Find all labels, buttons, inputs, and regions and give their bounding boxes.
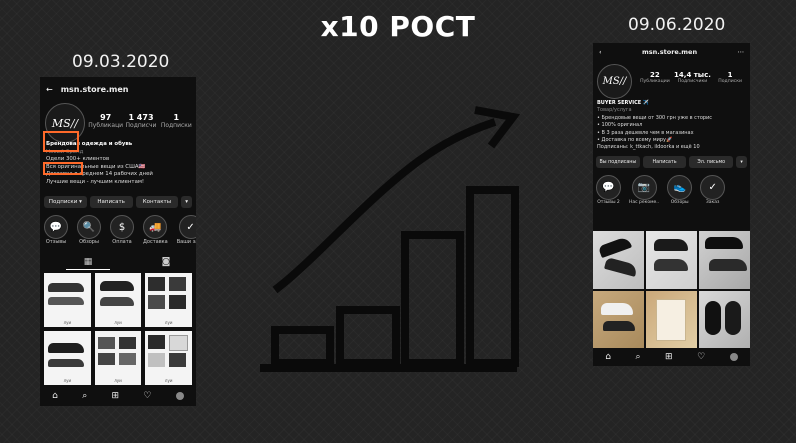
- add-post-icon[interactable]: ⊞: [111, 391, 120, 401]
- post-tile[interactable]: [646, 290, 697, 348]
- logo-text: MS//: [602, 76, 627, 87]
- back-arrow-icon[interactable]: ←: [46, 84, 53, 94]
- highlight-reviews[interactable]: 💬 Отзывы 2: [596, 175, 621, 205]
- heart-icon[interactable]: ♡: [143, 391, 152, 401]
- profile-avatar: MS//: [597, 64, 632, 99]
- message-button[interactable]: Написать: [642, 156, 687, 168]
- email-button[interactable]: Эл. письмо: [689, 156, 734, 168]
- search-icon[interactable]: ⌕: [82, 391, 88, 401]
- post-tile[interactable]: [593, 231, 644, 289]
- check-icon: ✓: [178, 215, 196, 239]
- more-dots-icon[interactable]: ⋯: [737, 48, 745, 56]
- bio-line-name: Брендовая одежда и обувь: [46, 141, 133, 147]
- profile-stats: 22 Публикации 14,4 тыс. Подписчики 1 Подпис…: [637, 71, 748, 84]
- post-tile[interactable]: [699, 290, 750, 348]
- bio-line-original: • 100% оригинал: [597, 122, 643, 129]
- bio-line-cheaper: • В 3 раза дешевле чем в магазинах: [597, 129, 694, 136]
- stat-posts[interactable]: 97 Публикаци: [88, 113, 124, 129]
- stat-followers[interactable]: 1 473 Подписчи: [125, 113, 157, 129]
- dollar-icon: $: [110, 215, 134, 239]
- bio-line-price: • Брендовые вещи от 300 грн уже в сторис: [597, 114, 713, 121]
- highlight-payment[interactable]: $ Оплата: [110, 215, 134, 245]
- more-button[interactable]: ▾: [736, 156, 747, 168]
- bottom-nav: ⌂ ⌕ ⊞ ♡: [40, 387, 196, 405]
- chat-icon: 💬: [44, 215, 68, 239]
- search-icon[interactable]: ⌕: [635, 352, 641, 362]
- shoe-icon: 👟: [667, 175, 693, 200]
- heart-icon[interactable]: ♡: [697, 352, 706, 362]
- highlight-reviews[interactable]: 💬 Отзывы: [44, 215, 68, 245]
- profile-before-screen: ← msn.store.men MS// 97 Публикаци 1 473 По…: [40, 77, 196, 406]
- stat-following[interactable]: 1 Подписки: [718, 71, 742, 84]
- highlight-overviews[interactable]: 👟 Обзоры: [667, 175, 693, 205]
- bio-line-category: Товар/услуга: [597, 107, 632, 114]
- logo-text: MS//: [51, 116, 79, 130]
- profile-stats: 97 Публикаци 1 473 Подписчи 1 Подписки: [88, 113, 194, 129]
- highlight-box-name: [43, 131, 79, 152]
- following-button[interactable]: Вы подписаны: [596, 156, 640, 168]
- bio-line-original: Вся оригинальные вещи из США🇺🇸: [46, 163, 146, 170]
- camera-icon: 📷: [631, 175, 657, 200]
- bio-line-slogan: Лучшие вещи - лучшим клиентам!: [46, 178, 145, 185]
- highlight-overviews[interactable]: 🔍 Обзоры: [77, 215, 101, 245]
- bio-line-delivery: • Доставка по всему миру🚀: [597, 137, 673, 144]
- profile-after-screen: ‹ msn.store.men ⋯ MS// 22 Публикации 14,4…: [593, 43, 750, 366]
- posts-grid: [593, 231, 750, 348]
- chat-icon: 💬: [596, 175, 621, 200]
- date-after: 09.06.2020: [628, 15, 726, 35]
- post-tile[interactable]: луи: [44, 331, 91, 385]
- highlight-box-original: [43, 162, 83, 175]
- bio-line-clients: Одели 300+ клиентов: [46, 156, 110, 163]
- stat-followers[interactable]: 14,4 тыс. Подписчики: [674, 71, 711, 84]
- highlight-delivery[interactable]: 🚚 Доставка: [143, 215, 168, 245]
- post-tile[interactable]: [593, 290, 644, 348]
- growth-arrow-head: [474, 106, 520, 149]
- highlight-orders[interactable]: ✓ Ваши зака: [177, 215, 196, 245]
- add-post-icon[interactable]: ⊞: [665, 352, 673, 362]
- search-icon: 🔍: [77, 215, 101, 239]
- profile-handle: msn.store.men: [60, 84, 129, 94]
- post-tile[interactable]: луи: [94, 273, 142, 327]
- growth-bar-1: [271, 326, 334, 367]
- bio-line-name: BUYER SERVICE ✈️: [597, 100, 650, 106]
- posts-grid: луи луи луи луи луи: [44, 273, 192, 385]
- tagged-tab-icon[interactable]: ◙: [161, 257, 171, 267]
- growth-bar-4: [466, 186, 519, 367]
- stat-following[interactable]: 1 Подписки: [160, 113, 192, 129]
- home-icon[interactable]: ⌂: [52, 391, 58, 401]
- profile-avatar-icon[interactable]: [175, 392, 184, 400]
- message-button[interactable]: Написать: [89, 196, 133, 208]
- check-icon: ✓: [700, 175, 726, 200]
- stat-posts[interactable]: 22 Публикации: [640, 71, 670, 84]
- post-tile[interactable]: [699, 231, 750, 289]
- grid-tab-icon[interactable]: ▦: [65, 257, 111, 270]
- post-tile[interactable]: луи: [145, 273, 192, 327]
- post-tile[interactable]: луи: [145, 331, 192, 385]
- post-tile[interactable]: [646, 231, 697, 289]
- growth-bar-3: [401, 231, 464, 367]
- home-icon[interactable]: ⌂: [605, 352, 611, 362]
- profile-avatar-icon[interactable]: [729, 353, 738, 361]
- bottom-nav: ⌂ ⌕ ⊞ ♡: [593, 348, 750, 366]
- post-tile[interactable]: луи: [94, 331, 142, 385]
- highlight-recommend[interactable]: 📷 Нас рекоме..: [629, 175, 659, 205]
- headline: x10 РОСТ: [320, 10, 476, 43]
- bio-line-followed-by: Подписаны: k_ttkach, ildoorka и ещё 10: [597, 144, 700, 151]
- growth-arrow: [272, 118, 497, 294]
- highlight-order[interactable]: ✓ Заказ: [700, 175, 726, 205]
- more-button[interactable]: ▾: [181, 196, 192, 208]
- growth-bar-2: [336, 306, 400, 367]
- truck-icon: 🚚: [143, 215, 168, 239]
- profile-handle: msn.store.men: [642, 48, 698, 56]
- back-arrow-icon[interactable]: ‹: [599, 48, 602, 56]
- date-before: 09.03.2020: [72, 52, 170, 72]
- post-tile[interactable]: луи: [44, 273, 91, 327]
- growth-chart-illustration: [260, 106, 520, 372]
- profile-bio: BUYER SERVICE ✈️ Товар/услуга • Брендовы…: [597, 100, 712, 152]
- following-button[interactable]: Подписки ▾: [44, 196, 87, 208]
- contacts-button[interactable]: Контакты: [135, 196, 179, 208]
- bio-line-delivery: Доставка в среднем 14 рабочих дней: [46, 171, 153, 178]
